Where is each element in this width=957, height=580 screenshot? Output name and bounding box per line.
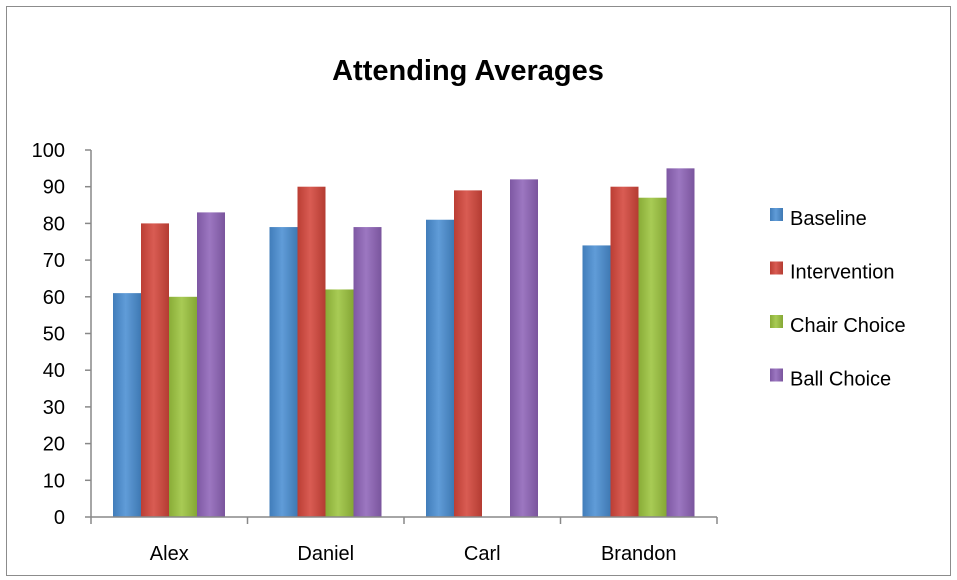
- y-tick-label: 50: [43, 324, 65, 346]
- bar-chair-choice-alex: [169, 296, 197, 517]
- bar-baseline-brandon: [582, 245, 611, 518]
- plot-area: 0 10 20 30 40 50 60 70 80 90 100 Alex Daniel Carl Bran…: [32, 140, 718, 565]
- bar-ball-choice-daniel: [353, 227, 382, 517]
- bar-chair-choice-brandon: [638, 197, 667, 517]
- chart-title: Attending Averages: [332, 55, 604, 87]
- bar-ball-choice-carl: [510, 179, 538, 518]
- x-tick-label-daniel: Daniel: [297, 543, 354, 565]
- legend-label-intervention: Intervention: [790, 262, 895, 284]
- bar-ball-choice-alex: [197, 212, 225, 517]
- y-tick-label: 20: [43, 434, 65, 456]
- bar-baseline-carl: [426, 219, 454, 518]
- bar-baseline-alex: [113, 293, 141, 517]
- bar-intervention-alex: [141, 223, 169, 517]
- y-tick-label: 60: [43, 287, 65, 309]
- x-tick-label-brandon: Brandon: [601, 543, 677, 565]
- bar-intervention-carl: [454, 190, 482, 517]
- legend-label-baseline: Baseline: [790, 208, 867, 230]
- x-tick-label-carl: Carl: [464, 543, 501, 565]
- y-tick-label: 70: [43, 250, 65, 272]
- bar-chair-choice-daniel: [325, 289, 354, 517]
- y-tick-label: 10: [43, 470, 65, 492]
- legend-label-chair-choice: Chair Choice: [790, 315, 906, 337]
- bar-baseline-daniel: [269, 227, 298, 517]
- legend: Baseline Intervention Chair Choice Ball Cho…: [770, 208, 906, 391]
- legend-label-ball-choice: Ball Choice: [790, 369, 891, 391]
- y-tick-label: 80: [43, 213, 65, 235]
- x-tick-label-alex: Alex: [150, 543, 189, 565]
- legend-swatch-intervention: [770, 261, 783, 275]
- y-tick-label: 30: [43, 397, 65, 419]
- y-tick-label: 100: [32, 140, 65, 162]
- legend-swatch-chair-choice: [770, 315, 783, 328]
- legend-swatch-ball-choice: [770, 368, 783, 382]
- legend-swatch-baseline: [770, 208, 783, 221]
- y-tick-label: 0: [54, 507, 65, 529]
- bar-intervention-brandon: [610, 186, 639, 517]
- bar-intervention-daniel: [297, 186, 326, 517]
- y-tick-label: 90: [43, 177, 65, 199]
- y-tick-label: 40: [43, 360, 65, 382]
- bar-ball-choice-brandon: [666, 168, 695, 517]
